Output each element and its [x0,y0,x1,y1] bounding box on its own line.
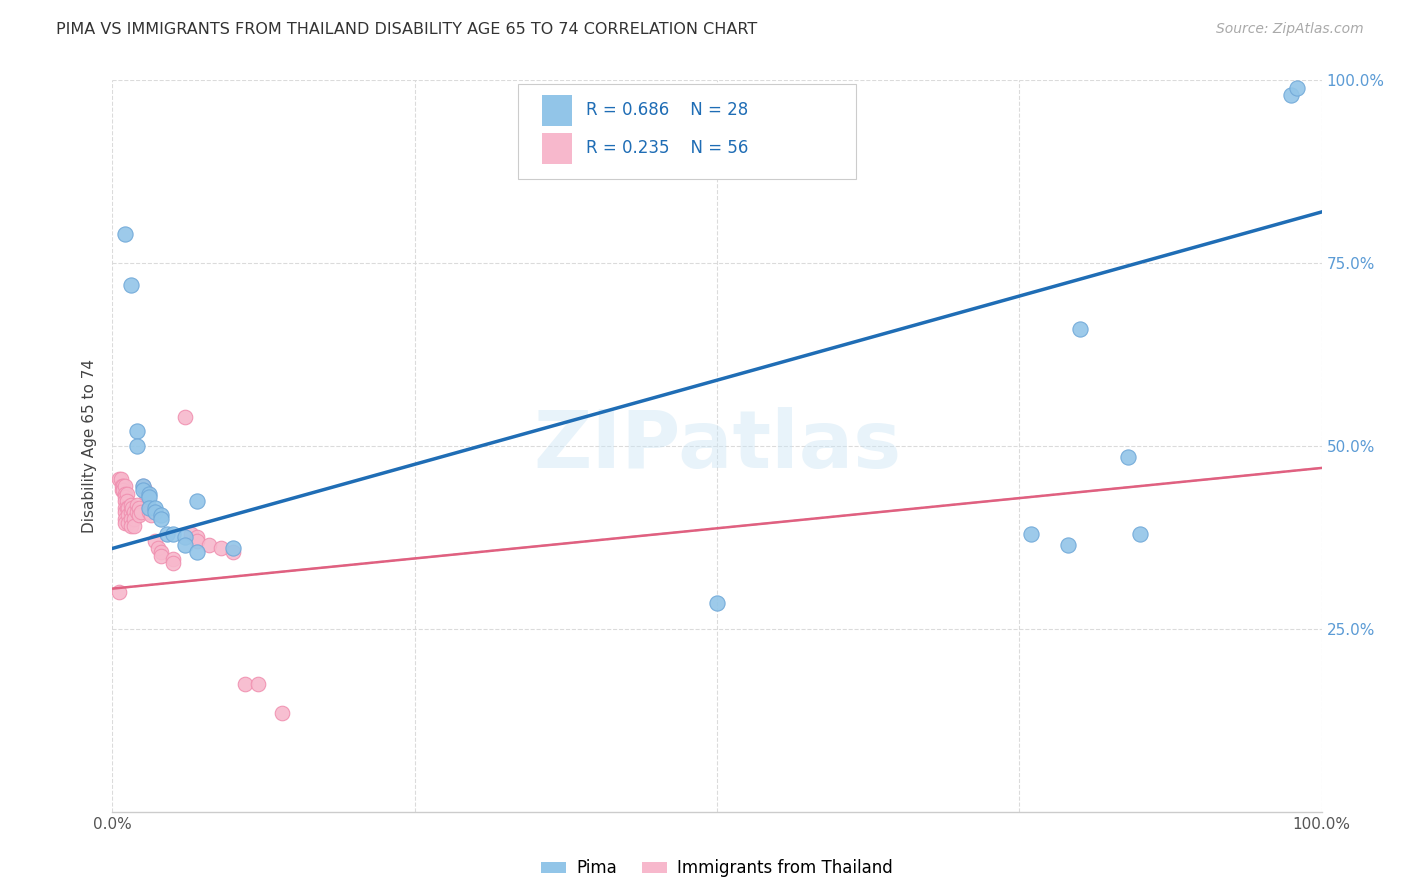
Point [125,425,148,439]
Point [135,486,157,500]
Point [128,501,150,516]
Point [143,505,166,519]
Point [132,479,155,493]
Point [1279,87,1302,102]
Point [156,526,179,541]
Point [270,706,292,720]
Legend: Pima, Immigrants from Thailand: Pima, Immigrants from Thailand [534,853,900,884]
Point [114,490,136,504]
Point [114,227,136,241]
Point [1069,322,1091,336]
Point [138,505,160,519]
Bar [541,95,572,126]
Point [141,508,163,523]
Point [174,530,197,544]
Point [143,534,166,549]
Text: ZIPatlas: ZIPatlas [533,407,901,485]
Point [120,278,142,293]
Point [138,501,160,516]
Point [235,676,257,690]
Point [120,505,142,519]
Point [120,519,142,533]
Point [162,526,184,541]
Point [111,479,134,493]
Bar [541,133,572,163]
Point [114,505,136,519]
Point [162,552,184,566]
Text: PIMA VS IMMIGRANTS FROM THAILAND DISABILITY AGE 65 TO 74 CORRELATION CHART: PIMA VS IMMIGRANTS FROM THAILAND DISABIL… [56,22,758,37]
Point [117,516,139,530]
Point [186,534,208,549]
Point [112,479,135,493]
Point [112,483,135,497]
Point [138,490,160,504]
Point [138,501,160,516]
Point [149,512,172,526]
Point [198,538,221,552]
Point [1021,526,1043,541]
Point [114,512,136,526]
Point [1286,80,1309,95]
Point [174,409,197,424]
Point [1129,526,1152,541]
Point [120,512,142,526]
Text: R = 0.235    N = 56: R = 0.235 N = 56 [586,138,749,157]
Point [114,479,136,493]
Point [125,498,148,512]
Point [222,545,245,559]
Point [122,505,145,519]
Point [114,486,136,500]
Point [132,483,155,497]
Point [706,596,728,610]
Point [1056,538,1078,552]
Point [174,538,197,552]
Point [149,545,172,559]
Point [222,541,245,556]
Point [114,494,136,508]
Point [1116,450,1139,464]
Point [125,439,148,453]
Text: R = 0.686    N = 28: R = 0.686 N = 28 [586,101,749,119]
Point [209,541,232,556]
Point [148,541,170,556]
Point [115,486,138,500]
Point [149,508,172,523]
Point [186,494,208,508]
Point [117,501,139,516]
Point [120,498,142,512]
Point [114,501,136,516]
Point [122,512,145,526]
Point [186,545,208,559]
Text: Source: ZipAtlas.com: Source: ZipAtlas.com [1216,22,1364,37]
Point [111,483,134,497]
Point [131,505,153,519]
Point [186,530,208,544]
Point [122,519,145,533]
Point [115,501,138,516]
Point [107,472,129,486]
Point [125,505,148,519]
Point [114,516,136,530]
Point [132,479,155,493]
Point [143,501,166,516]
Point [180,526,202,541]
Point [138,486,160,500]
Point [117,508,139,523]
Point [128,508,150,523]
Point [115,494,138,508]
Point [134,483,156,497]
Point [162,556,184,570]
Point [110,472,132,486]
Point [107,585,129,599]
Point [246,676,269,690]
Y-axis label: Disability Age 65 to 74: Disability Age 65 to 74 [82,359,97,533]
Point [149,549,172,563]
Point [121,501,143,516]
FancyBboxPatch shape [517,84,856,179]
